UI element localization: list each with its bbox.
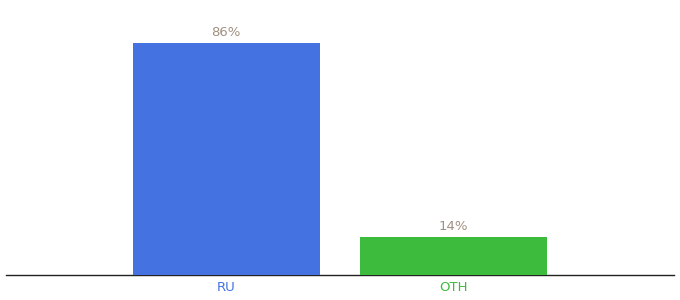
Text: 14%: 14%	[439, 220, 469, 233]
Text: 86%: 86%	[211, 26, 241, 39]
Bar	[133, 43, 320, 274]
Bar	[360, 237, 547, 274]
